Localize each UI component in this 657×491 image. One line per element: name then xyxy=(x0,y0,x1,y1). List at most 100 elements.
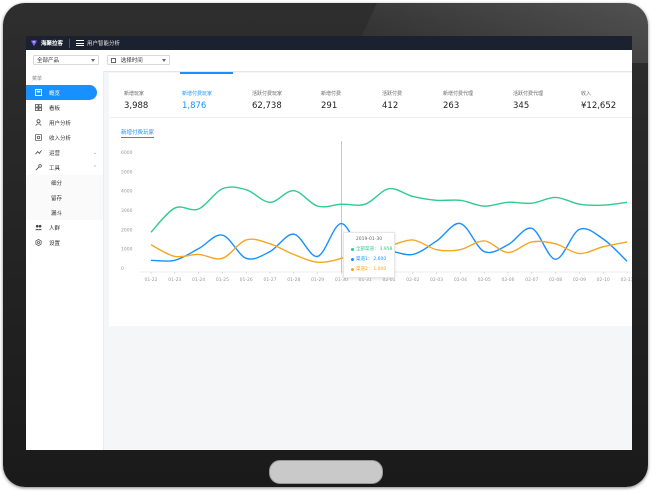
sidebar-item-user-analysis[interactable]: 用户分析 xyxy=(26,115,103,130)
y-tick-label: 3000 xyxy=(121,208,133,214)
x-tick-label: 01-23 xyxy=(168,277,181,283)
income-icon xyxy=(35,134,42,141)
y-tick-label: 0 xyxy=(121,266,124,272)
kpi-value: 345 xyxy=(513,101,530,111)
kpi-active-paying-agents[interactable]: 活跃付费代理 345 xyxy=(513,90,543,111)
x-tick-label: 02-08 xyxy=(549,277,562,283)
x-tick-label: 02-10 xyxy=(597,277,610,283)
x-tick-label: 01-25 xyxy=(216,277,229,283)
kpi-label: 收入 xyxy=(581,91,592,97)
tooltip-label: 全部渠道： xyxy=(356,247,379,252)
x-tick-label: 02-04 xyxy=(454,277,467,283)
y-tick-label: 2000 xyxy=(121,227,133,233)
calendar-icon xyxy=(111,58,116,63)
x-tick-label: 01-26 xyxy=(240,277,253,283)
kpi-label: 新增付费代理 xyxy=(443,91,474,97)
sidebar-item-label: 设置 xyxy=(49,240,61,247)
x-tick-label: 02-02 xyxy=(406,277,419,283)
sidebar-item-income-analysis[interactable]: 收入分析 xyxy=(26,130,103,145)
legend-dot xyxy=(351,267,354,271)
kpi-value: 412 xyxy=(382,101,399,111)
kpi-value: 291 xyxy=(321,101,338,111)
kpi-new-paying[interactable]: 新增付费 291 xyxy=(321,90,341,111)
x-tick-label: 02-03 xyxy=(430,277,443,283)
sidebar-subitem-segment[interactable]: 细分 xyxy=(26,175,103,190)
kpi-value: ¥12,652 xyxy=(581,101,617,111)
kpi-label: 活跃付费 xyxy=(382,91,403,97)
x-tick-label: 02-05 xyxy=(478,277,491,283)
tooltip-value: 3,958 xyxy=(379,246,393,252)
x-tick-label: 02-07 xyxy=(525,277,538,283)
y-tick-label: 6000 xyxy=(121,150,133,156)
home-button[interactable] xyxy=(269,460,383,484)
x-tick-label: 01-31 xyxy=(359,277,372,283)
kpi-row: 新增玩家 3,988 新增付费玩家 1,876 活跃付费玩家 62,738 新增… xyxy=(109,72,632,118)
sidebar-item-operations[interactable]: 运营 ⌄ xyxy=(26,145,103,160)
tooltip-row: 渠道2： 1,000 xyxy=(351,266,394,272)
active-tab-indicator xyxy=(180,72,233,74)
sidebar-item-label: 收入分析 xyxy=(49,135,72,142)
x-tick-label: 02-01 xyxy=(382,277,395,283)
sidebar-item-label: 人群 xyxy=(49,225,61,232)
kpi-value: 62,738 xyxy=(252,101,282,111)
kpi-new-paying-players[interactable]: 新增付费玩家 1,876 xyxy=(182,90,212,111)
tooltip-date: 2019-01-30 xyxy=(355,237,383,242)
chevron-down-icon xyxy=(162,59,166,62)
tooltip-row: 渠道1： 2,600 xyxy=(351,256,394,262)
dashboard-icon xyxy=(35,89,42,96)
x-tick-label: 01-27 xyxy=(263,277,276,283)
tooltip-value: 1,000 xyxy=(373,266,387,272)
sidebar-item-label: 漏斗 xyxy=(51,210,63,217)
x-tick-label: 01-30 xyxy=(335,277,348,283)
sidebar-item-label: 工具 xyxy=(49,165,61,172)
kpi-label: 新增付费玩家 xyxy=(182,91,213,97)
sidebar-header: 菜单 xyxy=(32,76,43,82)
sidebar-item-people[interactable]: 人群 xyxy=(26,220,103,235)
sidebar-item-tools[interactable]: 工具 ⌃ xyxy=(26,160,103,175)
legend-dot xyxy=(351,257,354,261)
overview-card: 新增玩家 3,988 新增付费玩家 1,876 活跃付费玩家 62,738 新增… xyxy=(109,72,632,326)
kpi-active-paying-players[interactable]: 活跃付费玩家 62,738 xyxy=(252,90,282,111)
kpi-label: 新增付费 xyxy=(321,91,342,97)
logo[interactable]: 海聚拉客 xyxy=(30,39,63,47)
sidebar-item-label: 用户分析 xyxy=(49,120,72,127)
tools-submenu: 细分 留存 漏斗 xyxy=(26,175,103,220)
chart-title: 新增付费玩家 xyxy=(121,130,155,138)
tooltip-label: 渠道2： xyxy=(356,267,373,272)
sidebar-item-label: 看板 xyxy=(49,105,61,112)
sidebar-subitem-funnel[interactable]: 漏斗 xyxy=(26,205,103,220)
kpi-new-players[interactable]: 新增玩家 3,988 xyxy=(124,90,148,111)
board-icon xyxy=(35,104,42,111)
series-line-1[interactable] xyxy=(150,186,628,233)
tablet-frame: 海聚拉客 用户智能分析 全部产品 选择时间 菜单 概览 xyxy=(3,3,648,487)
sidebar-item-board[interactable]: 看板 xyxy=(26,100,103,115)
time-select[interactable]: 选择时间 xyxy=(107,55,170,65)
kpi-active-paying[interactable]: 活跃付费 412 xyxy=(382,90,402,111)
kpi-revenue[interactable]: 收入 ¥12,652 xyxy=(581,90,616,111)
kpi-value: 263 xyxy=(443,101,460,111)
x-tick-label: 02-09 xyxy=(573,277,586,283)
x-tick-label: 01-28 xyxy=(287,277,300,283)
people-icon xyxy=(35,224,42,231)
product-select-value: 全部产品 xyxy=(37,58,60,64)
x-tick-label: 01-24 xyxy=(192,277,205,283)
product-select[interactable]: 全部产品 xyxy=(33,55,99,65)
kpi-label: 新增玩家 xyxy=(124,91,145,97)
kpi-value: 1,876 xyxy=(182,101,207,111)
chevron-down-icon: ⌄ xyxy=(92,150,97,156)
logo-text: 海聚拉客 xyxy=(41,41,64,47)
sidebar-item-overview[interactable]: 概览 xyxy=(26,85,97,100)
kpi-value: 3,988 xyxy=(124,101,149,111)
y-tick-label: 4000 xyxy=(121,189,133,195)
sidebar-item-settings[interactable]: 设置 xyxy=(26,235,103,250)
kpi-new-paying-agents[interactable]: 新增付费代理 263 xyxy=(443,90,473,111)
kpi-label: 活跃付费代理 xyxy=(513,91,544,97)
tooltip-value: 2,600 xyxy=(373,256,387,262)
settings-icon xyxy=(35,239,42,246)
kpi-label: 活跃付费玩家 xyxy=(252,91,283,97)
sidebar-subitem-retention[interactable]: 留存 xyxy=(26,190,103,205)
sidebar-item-label: 概览 xyxy=(49,90,61,97)
x-tick-label: 02-06 xyxy=(501,277,514,283)
y-tick-label: 5000 xyxy=(121,169,133,175)
menu-icon[interactable] xyxy=(76,40,85,46)
